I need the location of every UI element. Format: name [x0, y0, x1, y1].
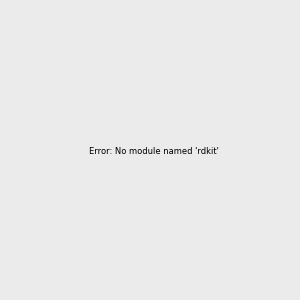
- Text: Error: No module named 'rdkit': Error: No module named 'rdkit': [89, 147, 219, 156]
